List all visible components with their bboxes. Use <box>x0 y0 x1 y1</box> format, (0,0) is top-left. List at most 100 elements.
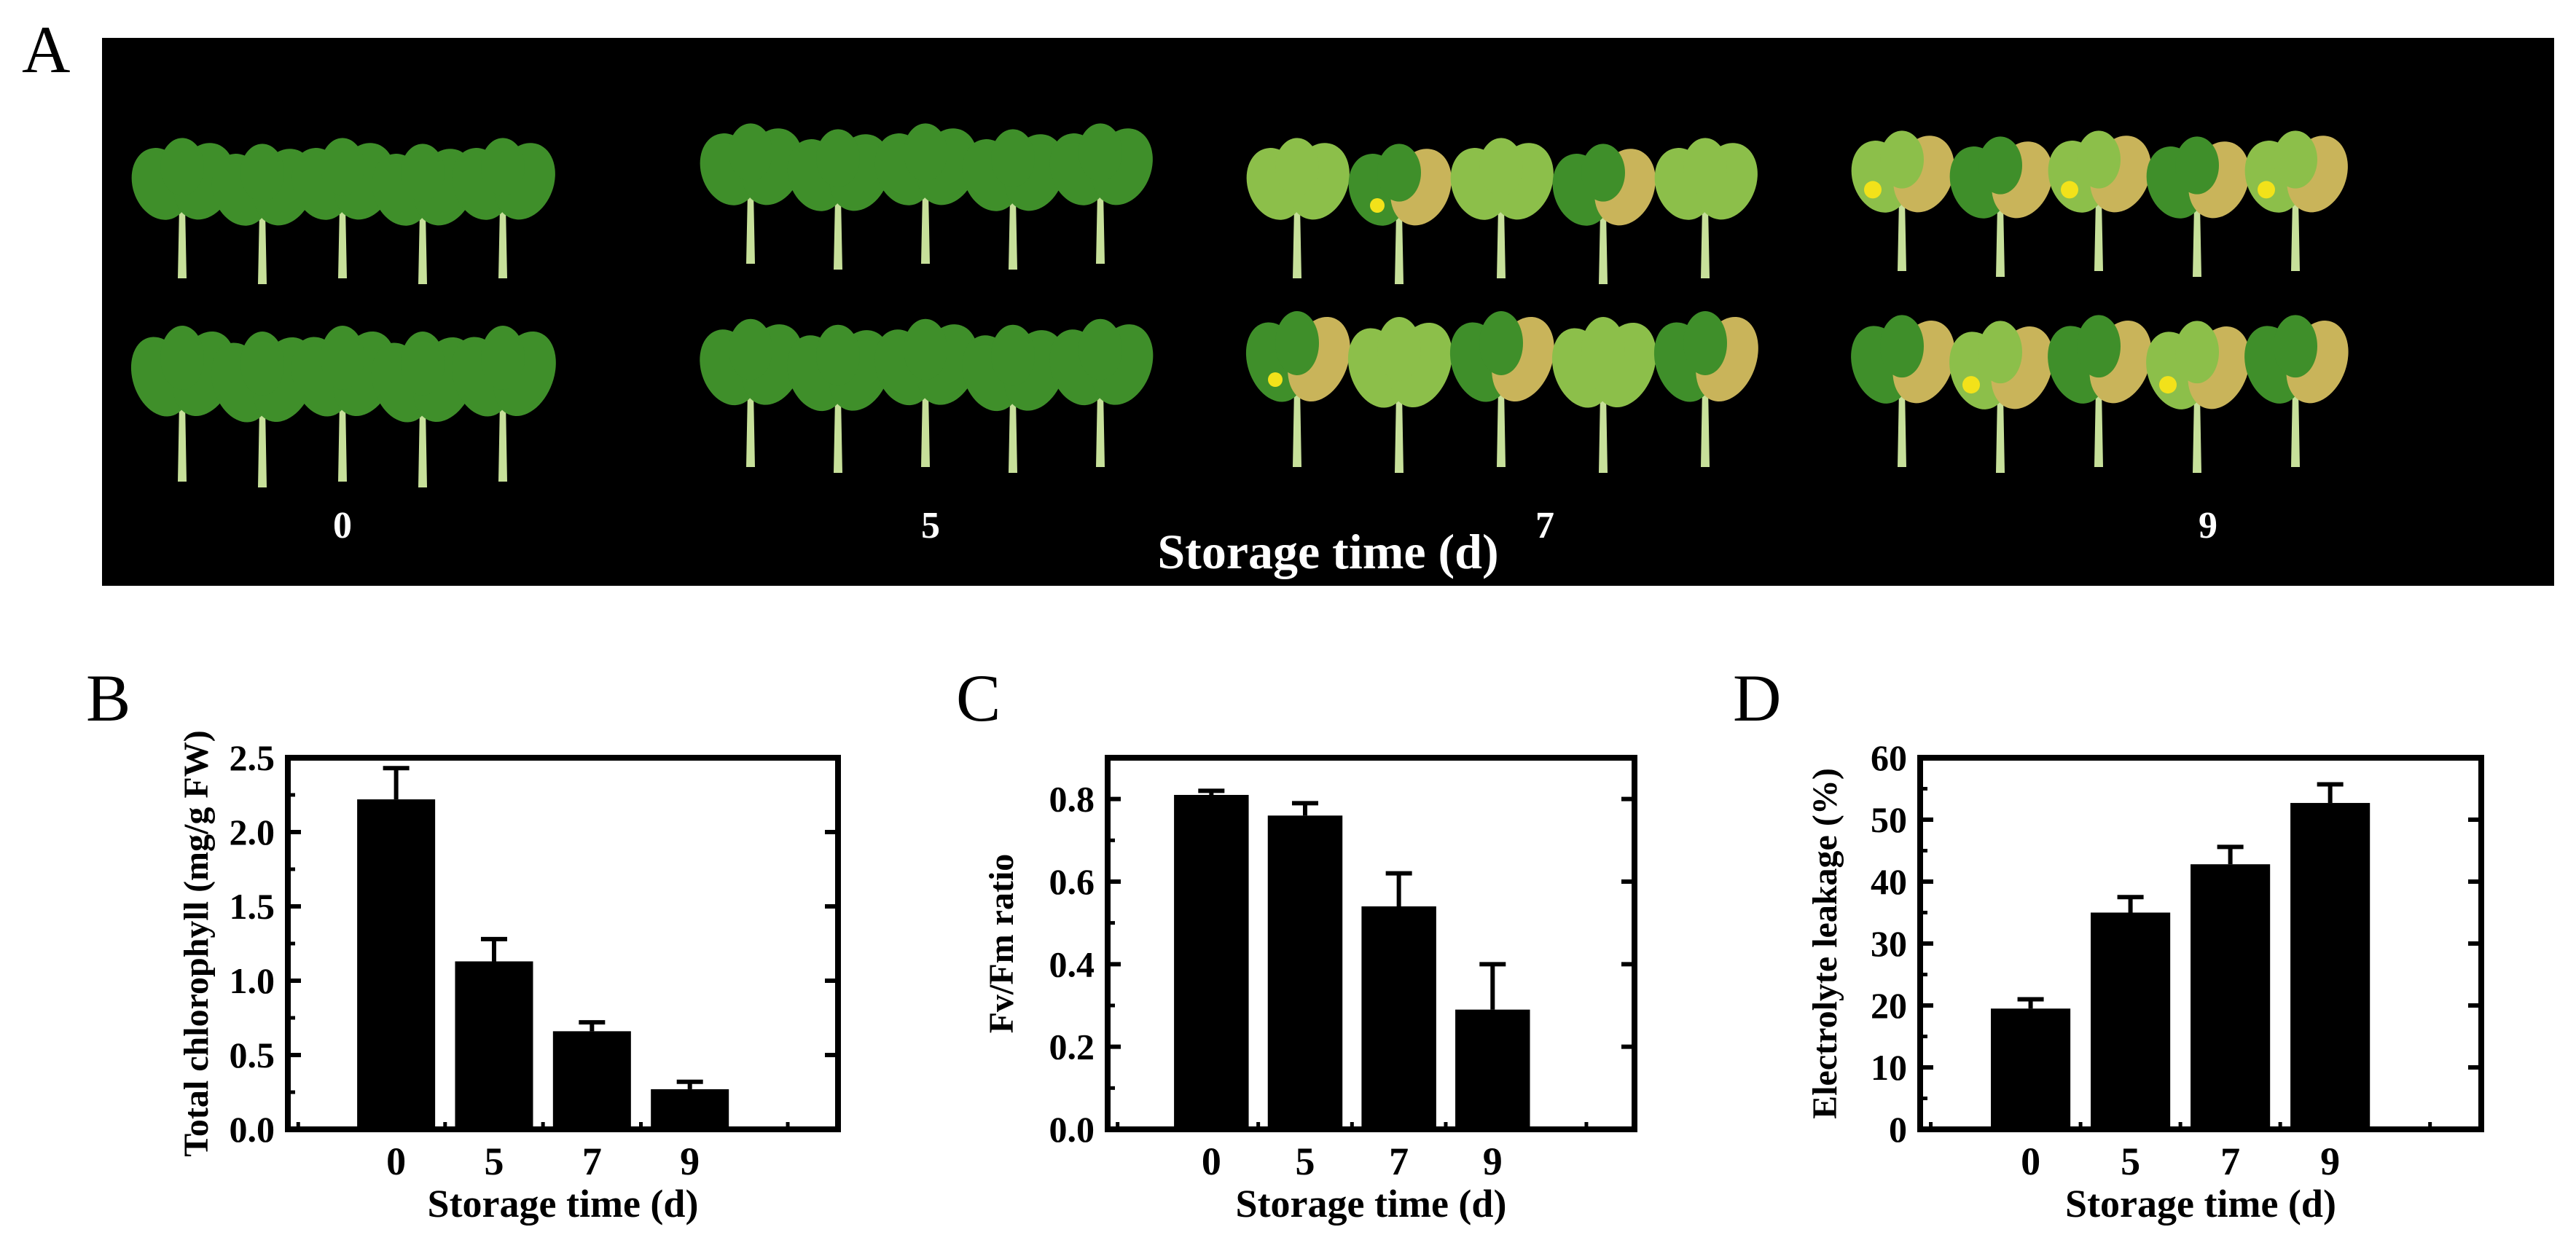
vegetable-photo-panel: 0 5 7 9 Storage time (d) <box>102 38 2554 586</box>
leaf <box>1377 144 1421 202</box>
panel-letter-b: B <box>86 661 131 735</box>
leaf <box>729 123 772 181</box>
plant-group <box>1851 130 2349 473</box>
x-axis-title: Storage time (d) <box>1236 1182 1507 1226</box>
leaf <box>816 324 860 386</box>
flower <box>1962 376 1980 394</box>
leaf <box>2077 315 2121 378</box>
flower <box>2258 181 2275 199</box>
x-tick-label: 7 <box>582 1140 602 1183</box>
leaf <box>481 138 525 196</box>
flower <box>2159 376 2177 394</box>
x-tick-label: 0 <box>386 1140 406 1183</box>
vegetable-plant <box>700 123 803 264</box>
vegetable-plant <box>2146 136 2250 277</box>
bar <box>651 1089 729 1129</box>
leaf <box>1880 130 1924 189</box>
leaf <box>321 326 364 390</box>
leaf <box>401 144 445 202</box>
leaf <box>1683 311 1727 375</box>
y-tick-label: 0.8 <box>1049 779 1095 820</box>
vegetable-plant <box>1551 317 1656 473</box>
y-tick-label: 0.5 <box>230 1035 275 1075</box>
x-tick-label: 7 <box>1389 1140 1409 1183</box>
photo-group-label-0: 0 <box>333 505 352 546</box>
bar <box>1991 1008 2071 1129</box>
x-tick-label: 9 <box>1483 1140 1503 1183</box>
leaf <box>1377 317 1421 381</box>
vegetable-plant <box>787 129 890 270</box>
vegetable-plant <box>787 324 891 473</box>
vegetable-plant <box>2048 130 2151 271</box>
vegetable-plant <box>1347 317 1452 473</box>
photo-axis-title: Storage time (d) <box>1157 524 1499 579</box>
bar <box>552 1031 631 1129</box>
vegetable-plant <box>1450 138 1554 278</box>
y-tick-label: 50 <box>1871 799 1907 840</box>
leaf <box>1078 123 1122 181</box>
vegetable-plant <box>1851 130 1954 271</box>
leaf <box>1078 318 1122 380</box>
y-tick-label: 20 <box>1871 985 1907 1026</box>
leaf <box>991 324 1035 386</box>
leaf <box>2175 136 2219 195</box>
leaf <box>1581 317 1625 381</box>
leaf <box>1683 138 1727 196</box>
leaf <box>904 123 947 181</box>
flower <box>2061 181 2078 199</box>
leaf <box>1275 311 1319 375</box>
vegetable-plant <box>1654 138 1758 278</box>
flower <box>1864 181 1882 199</box>
vegetable-plant <box>962 129 1065 270</box>
leaf <box>991 129 1035 187</box>
leaf <box>1978 136 2022 195</box>
vegetable-plant <box>1949 321 2054 473</box>
x-tick-label: 9 <box>2320 1140 2340 1183</box>
photo-group-label-9: 9 <box>2199 505 2217 546</box>
plant-group <box>1245 138 1758 473</box>
bar <box>1361 906 1436 1129</box>
vegetable-plant <box>874 318 979 467</box>
x-axis-title: Storage time (d) <box>2065 1182 2336 1226</box>
y-axis-title: Total chlorophyll (mg/g FW) <box>177 730 216 1156</box>
y-tick-label: 60 <box>1871 737 1907 778</box>
x-tick-label: 5 <box>484 1140 504 1183</box>
bar <box>2290 803 2371 1129</box>
panel-letter-a: A <box>22 12 71 87</box>
y-tick-label: 0.0 <box>230 1109 275 1150</box>
leaf <box>729 318 772 380</box>
x-tick-label: 0 <box>2021 1140 2040 1183</box>
leaf <box>2077 130 2121 189</box>
vegetable-plant <box>2048 315 2152 467</box>
leaf <box>2175 321 2219 384</box>
y-axis-title: Electrolyte leakage (%) <box>1806 768 1844 1119</box>
y-tick-label: 0.0 <box>1049 1109 1095 1150</box>
vegetable-plant <box>211 144 315 284</box>
bar <box>1174 795 1249 1129</box>
leaf <box>904 318 947 380</box>
vegetable-plant <box>1049 123 1153 264</box>
bar <box>1267 815 1343 1129</box>
y-tick-label: 40 <box>1871 861 1907 902</box>
x-tick-label: 5 <box>1295 1140 1315 1183</box>
x-tick-label: 0 <box>1202 1140 1221 1183</box>
vegetable-plant <box>2146 321 2250 473</box>
vegetable-plant <box>962 324 1066 473</box>
leaf <box>321 138 364 196</box>
vegetable-plant <box>1245 311 1350 467</box>
x-tick-label: 9 <box>680 1140 700 1183</box>
y-tick-label: 30 <box>1871 923 1907 964</box>
vegetable-plant <box>211 332 316 487</box>
leaf <box>1275 138 1319 196</box>
plant-group <box>700 123 1154 473</box>
flower <box>1268 372 1283 387</box>
bar <box>357 799 436 1129</box>
y-axis-title: Fv/Fm ratio <box>982 854 1021 1034</box>
x-tick-label: 5 <box>2121 1140 2140 1183</box>
vegetable-plant <box>874 123 978 264</box>
vegetable-photo <box>130 123 2349 487</box>
leaf <box>1479 311 1523 375</box>
